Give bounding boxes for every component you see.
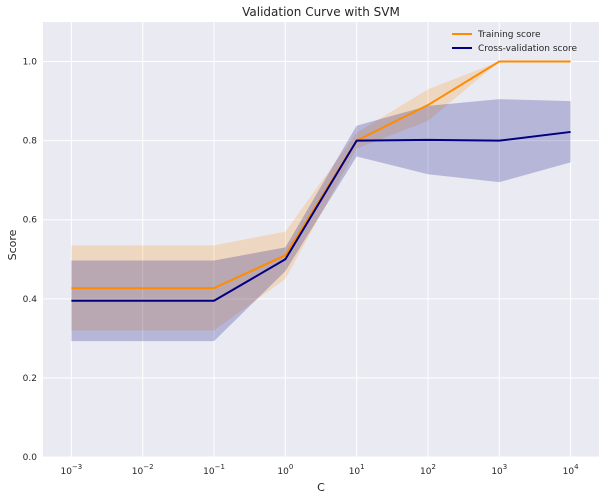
- x-axis-label: C: [317, 481, 325, 494]
- x-tick-label: 102: [420, 463, 436, 477]
- y-tick-label: 0.4: [23, 295, 38, 305]
- legend-label: Training score: [477, 30, 541, 40]
- legend-label: Cross-validation score: [478, 44, 577, 54]
- x-tick-label: 101: [349, 463, 365, 477]
- y-tick-label: 0.8: [23, 137, 38, 147]
- x-tick-label: 10−1: [203, 463, 225, 477]
- y-tick-label: 0.0: [23, 453, 38, 463]
- y-tick-labels: 0.0 0.2 0.4 0.6 0.8 1.0: [23, 58, 38, 463]
- score-lines: [71, 60, 571, 302]
- x-tick-label: 10−3: [60, 463, 82, 477]
- y-tick-label: 1.0: [23, 58, 38, 68]
- legend: Training score Cross-validation score: [452, 30, 577, 54]
- score-bands: [71, 61, 571, 342]
- line-cross-validation: [71, 130, 571, 302]
- x-tick-label: 100: [277, 463, 293, 477]
- y-axis-label: Score: [6, 229, 19, 260]
- band-training: [71, 61, 571, 331]
- x-tick-label: 10−2: [132, 463, 154, 477]
- band-cross-validation: [71, 99, 571, 342]
- plot-area: [43, 22, 599, 457]
- x-tick-labels: 10−3 10−2 10−1 100 101 102 103 104: [60, 463, 579, 477]
- y-tick-label: 0.6: [23, 216, 38, 226]
- line-training: [71, 60, 571, 290]
- chart-title: Validation Curve with SVM: [242, 5, 400, 19]
- y-tick-label: 0.2: [23, 374, 37, 384]
- grid-lines: [43, 22, 599, 458]
- x-tick-label: 103: [491, 463, 507, 477]
- x-tick-label: 104: [563, 463, 579, 477]
